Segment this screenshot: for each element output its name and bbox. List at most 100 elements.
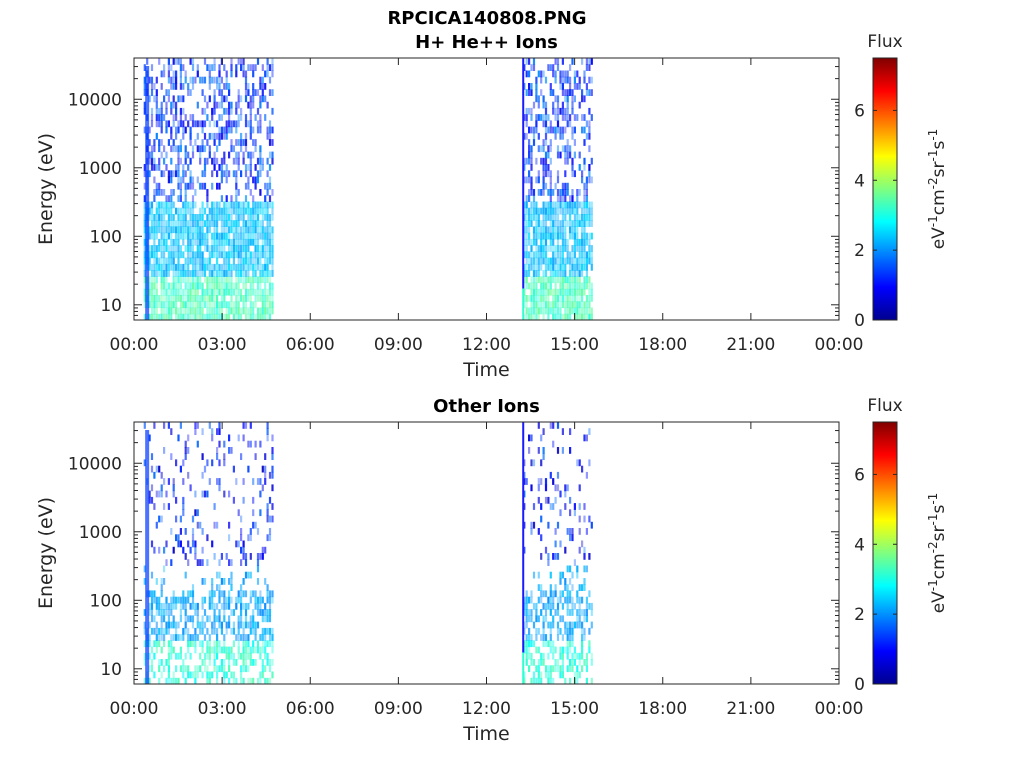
flux-cell — [218, 164, 221, 171]
flux-cell — [571, 659, 574, 666]
flux-cell — [223, 490, 226, 498]
flux-cell — [165, 101, 168, 109]
flux-cell — [547, 226, 550, 234]
flux-cell — [578, 596, 581, 604]
flux-cell — [201, 602, 204, 610]
flux-cell — [182, 671, 185, 679]
flux-cell — [528, 640, 531, 648]
flux-cell — [240, 207, 243, 215]
flux-cell — [196, 64, 199, 71]
flux-cell — [532, 189, 536, 196]
flux-cell — [223, 640, 226, 648]
flux-cell — [206, 101, 209, 109]
flux-cell — [211, 434, 214, 442]
flux-cell — [528, 70, 531, 78]
flux-cell — [203, 465, 207, 473]
flux-cell — [549, 232, 552, 240]
flux-cell — [237, 58, 240, 65]
flux-cell — [566, 114, 569, 121]
flux-cell — [170, 652, 173, 660]
flux-cell — [194, 139, 197, 146]
flux-cell — [201, 307, 204, 315]
flux-cell — [268, 282, 272, 290]
flux-cell — [583, 282, 586, 290]
flux-cell — [525, 120, 528, 128]
flux-cell — [573, 251, 576, 259]
flux-cell — [240, 677, 243, 684]
flux-cell — [542, 453, 545, 460]
flux-cell — [208, 602, 211, 610]
flux-cell — [578, 313, 581, 320]
flux-cell — [165, 164, 168, 171]
flux-cell — [184, 114, 187, 121]
flux-cell — [244, 70, 248, 78]
flux-cell — [244, 621, 248, 629]
flux-cell — [252, 176, 255, 184]
flux-cell — [569, 677, 572, 684]
flux-cell — [143, 288, 146, 296]
flux-cell — [561, 201, 564, 209]
flux-cell — [155, 596, 158, 604]
flux-cell — [184, 76, 187, 84]
flux-cell — [573, 509, 576, 517]
flux-cell — [158, 627, 161, 635]
flux-cell — [556, 659, 560, 666]
flux-cell — [549, 170, 552, 178]
flux-cell — [581, 176, 584, 184]
flux-cell — [532, 521, 536, 529]
flux-cell — [184, 263, 187, 271]
flux-cell — [172, 671, 175, 679]
flux-cell — [566, 276, 569, 284]
flux-cell — [163, 257, 166, 265]
flux-cell — [528, 126, 531, 134]
flux-cell — [578, 164, 581, 171]
flux-cell — [187, 238, 190, 246]
flux-cell — [252, 64, 255, 71]
flux-cell — [264, 478, 267, 485]
flux-cell — [271, 453, 274, 460]
flux-cell — [552, 189, 555, 196]
flux-cell — [578, 282, 581, 290]
flux-cell — [535, 201, 538, 209]
flux-cell — [261, 615, 264, 623]
flux-cell — [191, 671, 195, 679]
flux-cell — [525, 232, 528, 240]
flux-cell — [244, 652, 248, 660]
flux-cell — [554, 659, 557, 666]
flux-cell — [216, 132, 219, 140]
flux-cell — [211, 263, 214, 271]
flux-cell — [530, 282, 533, 290]
flux-cell — [175, 301, 178, 309]
flux-cell — [252, 195, 255, 202]
flux-cell — [148, 214, 151, 221]
flux-cell — [585, 307, 588, 315]
flux-cell — [189, 245, 192, 252]
flux-cell — [271, 207, 274, 215]
flux-cell — [535, 207, 538, 215]
flux-cell — [150, 226, 154, 234]
flux-cell — [203, 220, 207, 227]
flux-cell — [230, 201, 233, 209]
flux-cell — [532, 214, 536, 221]
flux-cell — [578, 189, 581, 196]
flux-cell — [187, 590, 190, 598]
flux-cell — [150, 89, 154, 96]
flux-cell — [216, 263, 219, 271]
flux-cell — [556, 226, 560, 234]
flux-cell — [561, 101, 564, 109]
flux-cell — [561, 447, 564, 454]
flux-cell — [237, 257, 240, 265]
flux-cell — [175, 295, 178, 302]
flux-cell — [196, 609, 199, 616]
flux-cell — [528, 151, 531, 159]
flux-cell — [523, 282, 526, 290]
flux-cell — [261, 646, 264, 654]
flux-cell — [554, 126, 557, 134]
flux-cell — [264, 70, 267, 78]
flux-cell — [542, 288, 545, 296]
flux-cell — [549, 189, 552, 196]
flux-cell — [540, 478, 543, 485]
flux-cell — [256, 602, 260, 610]
flux-cell — [573, 232, 576, 240]
flux-cell — [259, 553, 262, 560]
